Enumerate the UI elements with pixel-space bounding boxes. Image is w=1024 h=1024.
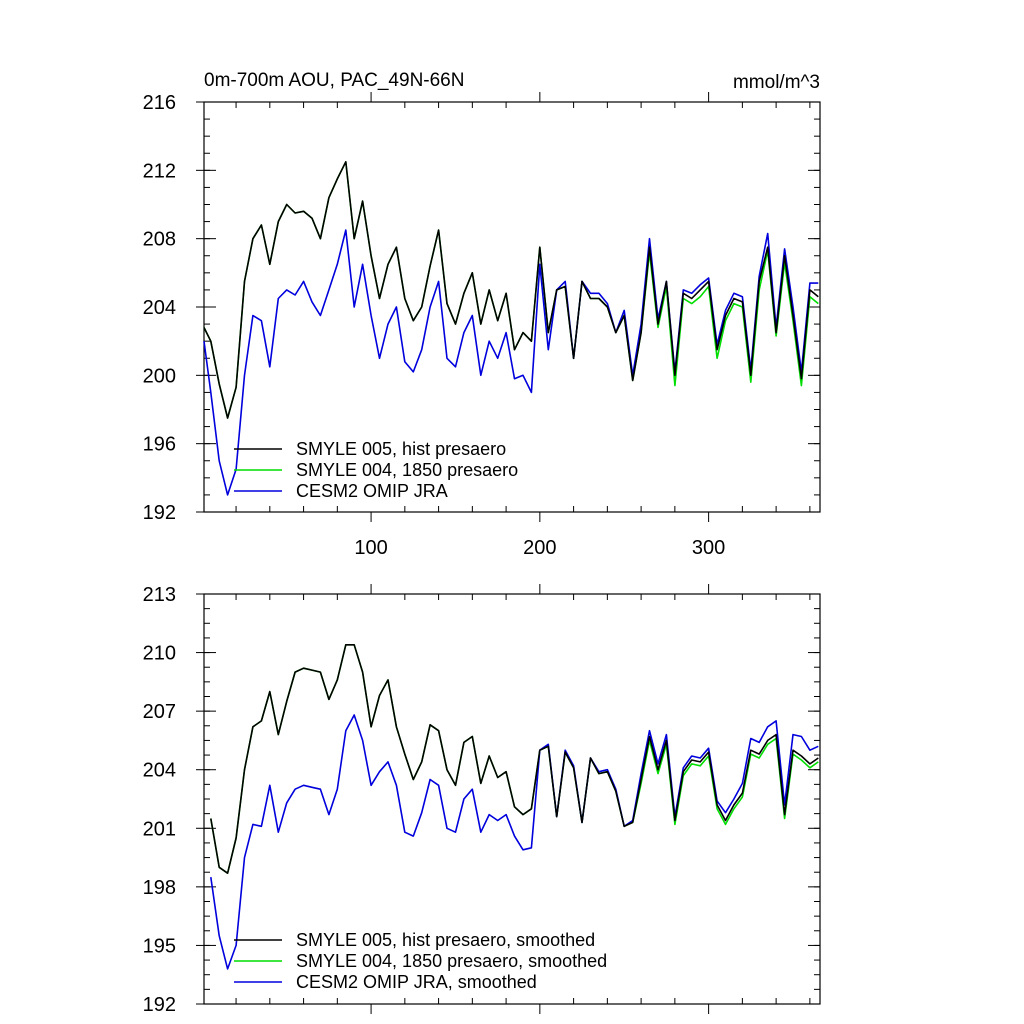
bottom-panel: 192 195 198 201 204 207 210 213 SMYLE 005, hist… [143,584,821,1016]
top-series-lines [203,161,819,496]
y-tick-label: 201 [143,818,176,840]
y-tick-label: 204 [143,297,176,319]
legend-label: SMYLE 004, 1850 presaero, smoothed [296,951,607,971]
top-panel: 0m-700m AOU, PAC_49N-66N mmol/m^3 192 196… [143,70,821,559]
y-tick-label: 208 [143,229,176,251]
series-line-1 [203,161,819,419]
y-tick-label: 200 [143,365,176,387]
legend-label: CESM2 OMIP JRA [296,481,448,501]
top-chart-title: 0m-700m AOU, PAC_49N-66N [204,70,464,91]
x-tick-label: 200 [523,537,556,559]
y-tick-label: 192 [143,502,176,524]
y-tick-label: 207 [143,701,176,723]
y-tick-label: 195 [143,935,176,957]
legend-label: SMYLE 005, hist presaero, smoothed [296,930,595,950]
y-tick-label: 192 [143,994,176,1016]
x-tick-label: 300 [692,537,725,559]
y-tick-label: 196 [143,434,176,456]
top-chart-units: mmol/m^3 [733,72,820,93]
top-axes: 192 196 200 204 208 212 216 100 200 300 [143,92,820,559]
bottom-series-lines [210,643,819,970]
series-line-0 [203,161,819,419]
legend-label: SMYLE 004, 1850 presaero [296,460,518,480]
bottom-axes: 192 195 198 201 204 207 210 213 [143,584,820,1016]
y-tick-label: 213 [143,584,176,606]
legend-label: SMYLE 005, hist presaero [296,439,506,459]
y-tick-label: 212 [143,160,176,182]
y-tick-label: 216 [143,92,176,114]
x-tick-label: 100 [354,537,387,559]
y-tick-label: 210 [143,643,176,665]
y-tick-label: 204 [143,760,176,782]
legend-label: CESM2 OMIP JRA, smoothed [296,972,537,992]
series-line-0 [210,643,819,875]
bottom-legend: SMYLE 005, hist presaero, smoothedSMYLE … [234,930,607,992]
y-tick-label: 198 [143,877,176,899]
series-line-1 [210,643,819,875]
